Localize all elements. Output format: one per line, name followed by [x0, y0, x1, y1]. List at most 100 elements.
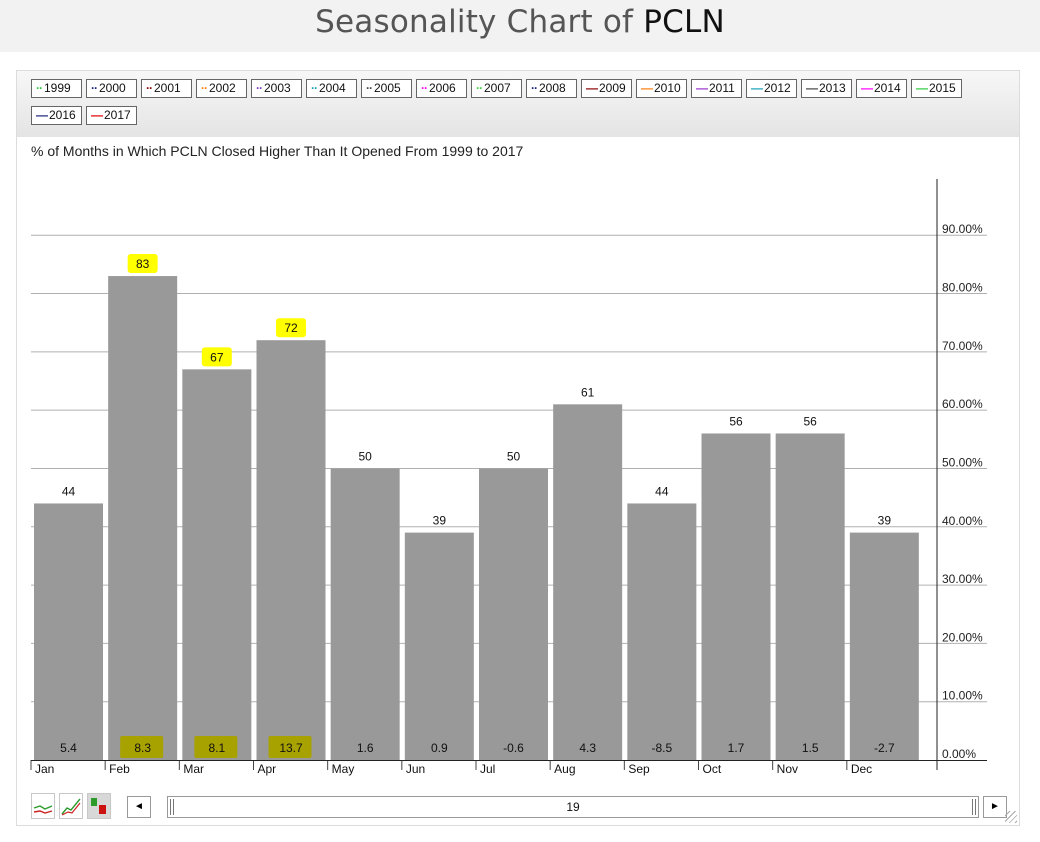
multi-line-chart-icon[interactable] — [59, 793, 83, 819]
legend-swatch-2010: — — [641, 81, 653, 95]
bar-oct — [701, 433, 771, 760]
scroll-right-button[interactable]: ► — [983, 796, 1007, 818]
legend-item-2016[interactable]: —2016 — [31, 106, 82, 125]
legend-item-2009[interactable]: —2009 — [581, 79, 632, 98]
return-label-may: 1.6 — [357, 741, 374, 755]
value-label-jul: 50 — [507, 449, 521, 463]
scroll-track[interactable]: 19 — [167, 796, 979, 818]
chart-widget: ·· 1999 ·· 2000 ·· 2001 ·· 2002 ·· 2003 ·· 2004 ·· 20… — [16, 70, 1020, 826]
legend-label-2003: 2003 — [264, 81, 291, 95]
return-label-apr: 13.7 — [279, 741, 303, 755]
value-highlight-apr — [276, 318, 306, 338]
bar-jan — [34, 503, 103, 760]
page-header: Seasonality Chart of PCLN — [0, 0, 1040, 52]
scroll-thumb-right-handle[interactable] — [972, 799, 976, 815]
legend-swatch-2011: — — [696, 81, 708, 95]
value-label-may: 50 — [358, 449, 372, 463]
legend-item-2012[interactable]: —2012 — [746, 79, 797, 98]
return-highlight-apr — [268, 736, 312, 758]
x-tick-label-jun: Jun — [406, 762, 425, 776]
legend-swatch-2003: ·· — [256, 81, 263, 95]
bar-apr — [256, 340, 326, 760]
return-highlight-feb — [120, 736, 164, 758]
legend-item-2013[interactable]: —2013 — [801, 79, 852, 98]
scroll-left-button[interactable]: ◄ — [127, 796, 151, 818]
scroll-thumb-left-handle[interactable] — [170, 799, 174, 815]
y-tick-label-90: 90.00% — [942, 222, 983, 236]
value-label-apr: 72 — [284, 321, 298, 335]
legend-item-2005[interactable]: ·· 2005 — [361, 79, 412, 98]
page-title-ticker: PCLN — [643, 4, 725, 40]
y-tick-label-60: 60.00% — [942, 397, 983, 411]
value-label-feb: 83 — [136, 257, 150, 271]
legend-swatch-2004: ·· — [311, 81, 318, 95]
legend-item-2010[interactable]: —2010 — [636, 79, 687, 98]
x-tick-label-may: May — [332, 762, 355, 776]
x-tick-label-oct: Oct — [703, 762, 722, 776]
legend-swatch-2006: ·· — [421, 81, 428, 95]
value-label-jun: 39 — [433, 514, 447, 528]
y-tick-label-30: 30.00% — [942, 572, 983, 586]
legend-swatch-2015: — — [916, 81, 928, 95]
bar-jul — [479, 468, 548, 760]
chart-title: % of Months in Which PCLN Closed Higher … — [31, 143, 524, 159]
legend-item-2002[interactable]: ·· 2002 — [196, 79, 247, 98]
bar-feb — [108, 276, 178, 760]
resize-grip[interactable] — [1005, 811, 1017, 823]
return-highlight-mar — [194, 736, 238, 758]
legend-label-1999: 1999 — [44, 81, 71, 95]
legend-item-2001[interactable]: ·· 2001 — [141, 79, 192, 98]
value-label-mar: 67 — [210, 350, 224, 364]
y-tick-label-10: 10.00% — [942, 689, 983, 703]
legend-swatch-2008: ·· — [531, 81, 538, 95]
bar-sep — [627, 503, 697, 760]
bottom-toolbar: ◄ 19 ► — [31, 792, 1007, 822]
y-tick-label-80: 80.00% — [942, 281, 983, 295]
return-label-feb: 8.3 — [134, 741, 151, 755]
x-tick-label-feb: Feb — [109, 762, 130, 776]
legend-item-2004[interactable]: ·· 2004 — [306, 79, 357, 98]
line-chart-icon[interactable] — [31, 793, 55, 819]
return-label-oct: 1.7 — [728, 741, 745, 755]
legend-label-2007: 2007 — [484, 81, 511, 95]
legend-item-2000[interactable]: ·· 2000 — [86, 79, 137, 98]
value-label-nov: 56 — [803, 414, 817, 428]
return-label-jun: 0.9 — [431, 741, 448, 755]
return-label-jul: -0.6 — [503, 741, 524, 755]
legend-item-2011[interactable]: —2011 — [691, 79, 742, 98]
bar-chart-icon[interactable] — [87, 793, 111, 819]
legend-swatch-1999: ·· — [36, 81, 43, 95]
legend-label-2002: 2002 — [209, 81, 236, 95]
value-label-dec: 39 — [878, 514, 892, 528]
y-tick-label-0: 0.00% — [942, 747, 976, 761]
y-tick-label-20: 20.00% — [942, 630, 983, 644]
legend-item-2015[interactable]: —2015 — [911, 79, 962, 98]
legend-label-2014: 2014 — [874, 81, 901, 95]
value-label-oct: 56 — [729, 414, 743, 428]
return-label-nov: 1.5 — [802, 741, 819, 755]
y-tick-label-40: 40.00% — [942, 514, 983, 528]
legend-item-2007[interactable]: ·· 2007 — [471, 79, 522, 98]
legend-label-2012: 2012 — [764, 81, 791, 95]
legend-item-2014[interactable]: —2014 — [856, 79, 907, 98]
value-label-sep: 44 — [655, 484, 669, 498]
legend-item-2008[interactable]: ·· 2008 — [526, 79, 577, 98]
legend-label-2015: 2015 — [929, 81, 956, 95]
legend-label-2009: 2009 — [599, 81, 626, 95]
legend-swatch-2000: ·· — [91, 81, 98, 95]
legend-label-2011: 2011 — [709, 81, 735, 95]
legend-swatch-2012: — — [751, 81, 763, 95]
legend-swatch-2017: — — [91, 108, 103, 122]
legend-swatch-2014: — — [861, 81, 873, 95]
x-tick-label-nov: Nov — [777, 762, 798, 776]
x-tick-label-sep: Sep — [628, 762, 650, 776]
x-tick-label-jan: Jan — [35, 762, 54, 776]
bar-nov — [775, 433, 845, 760]
legend-label-2000: 2000 — [99, 81, 126, 95]
legend-item-2017[interactable]: —2017 — [86, 106, 137, 125]
legend-item-1999[interactable]: ·· 1999 — [31, 79, 82, 98]
value-highlight-mar — [201, 347, 232, 367]
legend-item-2003[interactable]: ·· 2003 — [251, 79, 302, 98]
bar-may — [330, 468, 400, 760]
legend-item-2006[interactable]: ·· 2006 — [416, 79, 467, 98]
